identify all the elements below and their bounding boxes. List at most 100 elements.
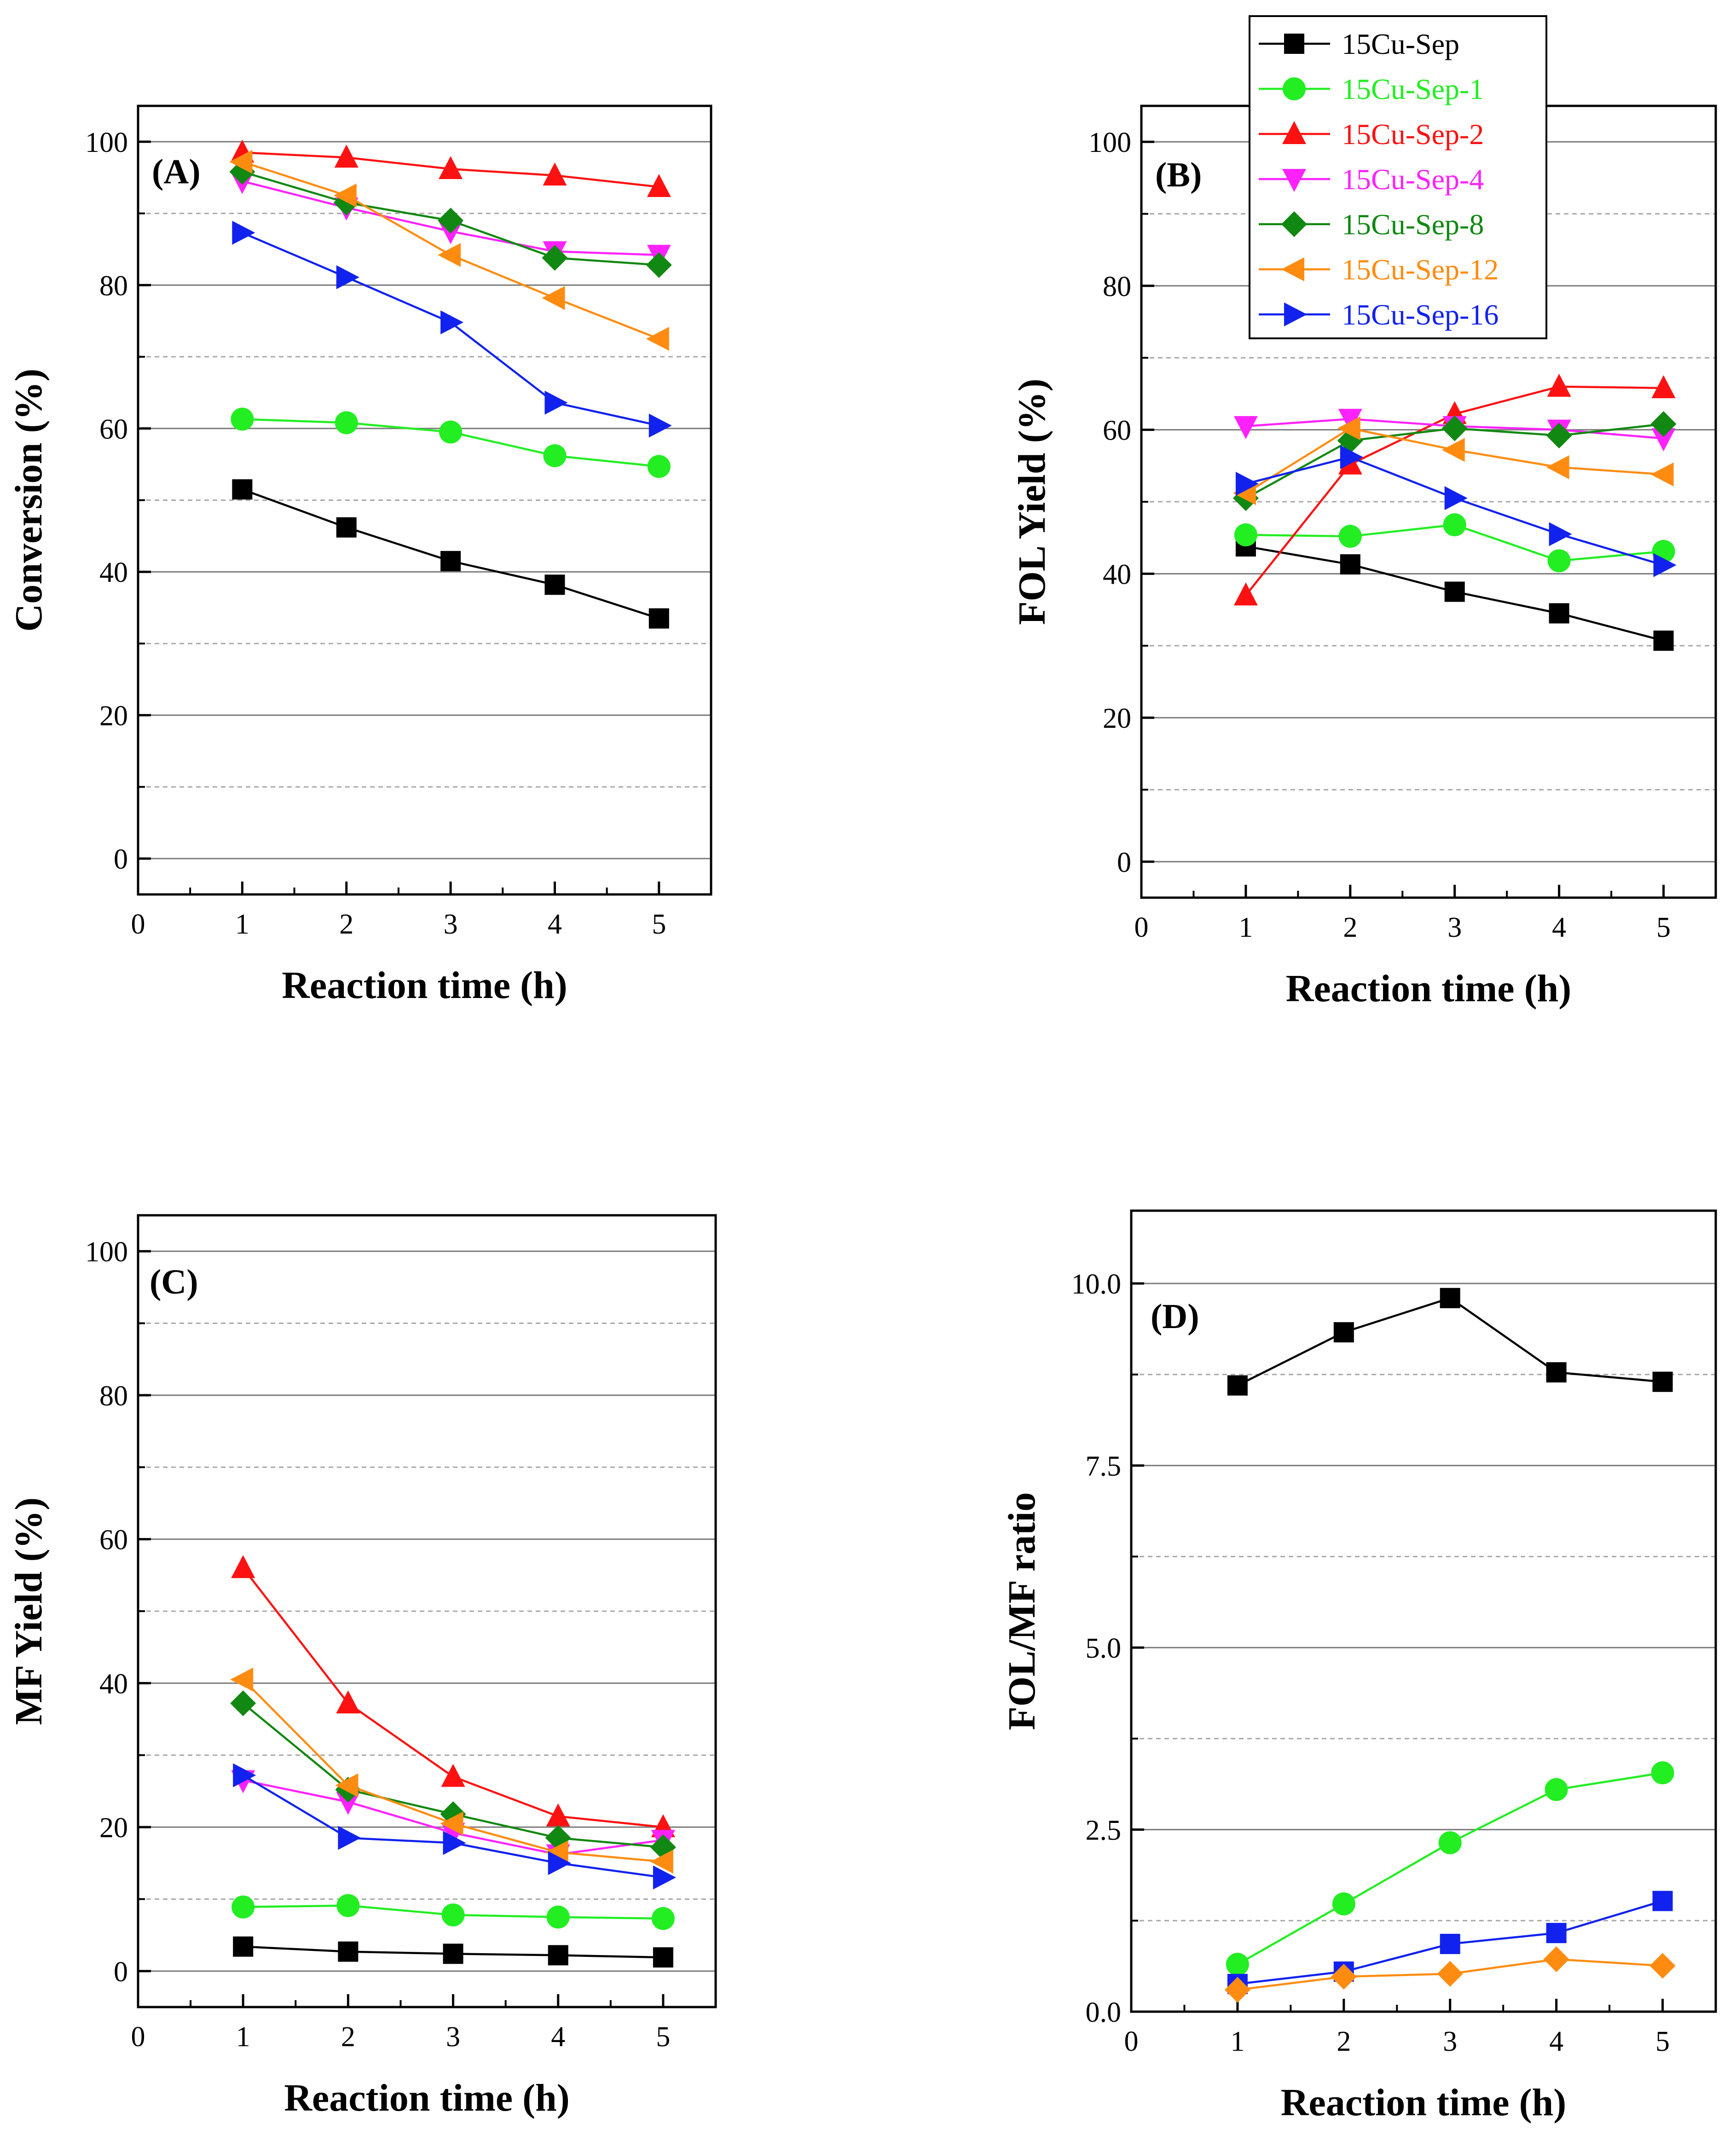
legend-entry-15cu-sep-8: 15Cu-Sep-8 (1259, 208, 1484, 241)
data-point (1549, 603, 1569, 624)
x-axis-title: Reaction time (h) (282, 964, 567, 1007)
data-point (647, 455, 671, 478)
data-point (1333, 1322, 1354, 1343)
data-point (1546, 1362, 1567, 1383)
data-point (1653, 553, 1677, 577)
x-tick-label: 2 (341, 2021, 355, 2053)
data-point (545, 1840, 568, 1864)
data-point (229, 150, 253, 174)
x-axis: 0 1 2 3 4 5 (131, 1994, 670, 2053)
data-point (336, 1690, 360, 1714)
x-tick-label: 1 (236, 2021, 250, 2053)
data-point (1652, 1891, 1673, 1911)
data-point (1437, 1961, 1463, 1987)
x-tick-label: 5 (1655, 2026, 1670, 2057)
data-point (1440, 1933, 1460, 1954)
legend-marker (1284, 34, 1304, 54)
y-tick-label: 100 (85, 1236, 128, 1268)
x-tick-label: 1 (1230, 2026, 1244, 2057)
y-tick-label: 60 (99, 414, 128, 445)
legend-label: 15Cu-Sep (1342, 28, 1459, 60)
y-axis-title: MF Yield (%) (7, 1497, 50, 1725)
y-tick-label: 0 (114, 1956, 128, 1988)
data-point (1547, 549, 1571, 573)
legend-entry-15cu-sep-1: 15Cu-Sep-1 (1259, 73, 1484, 105)
series-15cu-sep-16 (233, 1763, 676, 1890)
data-point (1650, 411, 1677, 437)
y-axis-title: FOL Yield (%) (1011, 378, 1053, 625)
data-point (1233, 582, 1258, 606)
data-point (1438, 1831, 1462, 1855)
data-point (1546, 1923, 1567, 1944)
y-tick-label: 10.0 (1071, 1269, 1122, 1300)
series-15cu-sep-1 (231, 1894, 675, 1930)
legend-entry-15cu-sep-16: 15Cu-Sep-16 (1259, 298, 1499, 331)
x-tick-label: 3 (1443, 2026, 1457, 2057)
series-15cu-sep-12 (230, 1667, 673, 1874)
data-point (651, 1907, 675, 1930)
y-axis: 0 20 40 60 80 100 (85, 1236, 151, 1988)
data-point (1337, 416, 1360, 441)
series-15cu-sep-16 (1235, 445, 1677, 577)
y-tick-label: 20 (99, 701, 128, 732)
x-tick-label: 4 (551, 2021, 565, 2053)
chart-panel-c: 0 1 2 3 4 5 0 20 40 60 80 100 Reaction time (h) MF Yi… (7, 1214, 717, 2119)
y-axis-title: FOL/MF ratio (1001, 1492, 1043, 1730)
data-point (439, 420, 463, 444)
y-tick-label: 0 (114, 844, 128, 875)
data-point (1545, 1778, 1568, 1801)
y-axis: 0.0 2.5 5.0 7.5 10.0 (1071, 1269, 1144, 2028)
data-point (650, 1850, 673, 1874)
series-15cu-sep-1 (1234, 513, 1675, 573)
data-point (1652, 1371, 1673, 1392)
x-tick-label: 1 (235, 909, 249, 940)
y-tick-label: 80 (99, 1381, 128, 1412)
plot-frame (1130, 1209, 1717, 2013)
data-point (1546, 455, 1569, 479)
data-point (1441, 438, 1465, 462)
data-point (336, 1792, 360, 1815)
data-point (648, 413, 672, 438)
series-15cu-sep-1 (231, 407, 671, 478)
y-tick-label: 20 (99, 1812, 128, 1844)
series-15cu-sep-1 (1226, 1761, 1674, 1976)
legend-marker (1284, 302, 1307, 326)
series-15cu-sep (232, 479, 669, 629)
y-tick-label: 40 (99, 1668, 128, 1700)
data-point (544, 390, 568, 415)
x-axis: 0 1 2 3 4 5 (131, 882, 666, 940)
data-point (230, 1690, 256, 1717)
data-point (1235, 471, 1259, 496)
data-point (443, 1944, 463, 1964)
data-point (648, 608, 669, 629)
series-15cu-sep-16 (232, 221, 672, 438)
data-point (1546, 423, 1572, 449)
x-tick-label: 3 (1447, 912, 1462, 943)
data-point (440, 1811, 463, 1836)
x-axis-title: Reaction time (h) (284, 2077, 569, 2119)
data-point (1651, 1761, 1674, 1785)
x-tick-label: 4 (1549, 2026, 1563, 2057)
y-tick-label: 0.0 (1086, 1997, 1122, 2028)
data-point (546, 1803, 570, 1827)
data-point (1340, 445, 1363, 470)
x-tick-label: 0 (131, 909, 145, 940)
data-point (1440, 1288, 1460, 1308)
data-point (1338, 409, 1362, 432)
data-point (1224, 1977, 1250, 2003)
legend-marker (1282, 169, 1306, 192)
series-15cu-sep (1227, 1288, 1673, 1396)
data-point (338, 1941, 359, 1962)
x-tick-label: 0 (1124, 2026, 1139, 2057)
legend-marker (1282, 121, 1306, 144)
legend-marker (1281, 211, 1307, 237)
data-point (548, 1945, 568, 1966)
data-point (1226, 1953, 1249, 1976)
legend-label: 15Cu-Sep-12 (1342, 253, 1499, 286)
data-point (440, 310, 464, 335)
data-point (1227, 1375, 1248, 1396)
data-point (548, 1851, 571, 1875)
data-point (1331, 1964, 1357, 1990)
